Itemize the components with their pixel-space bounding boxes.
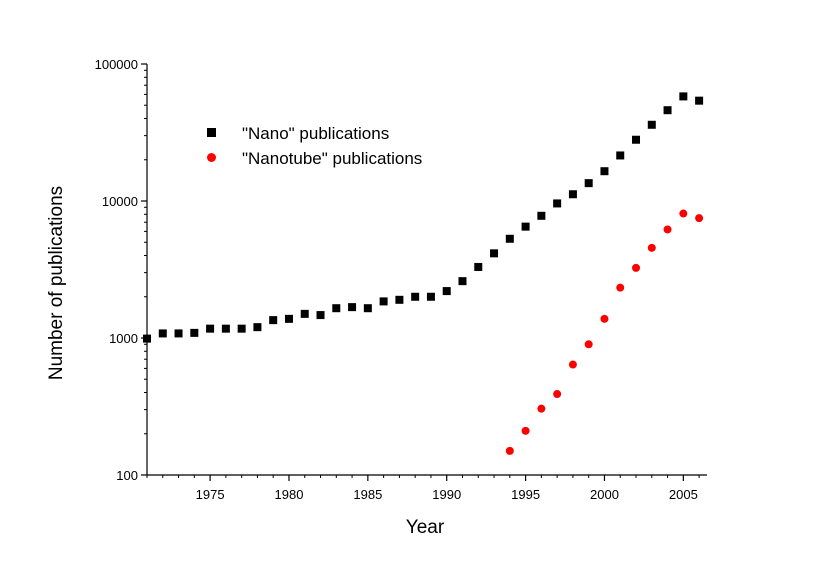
data-point-series-0 [221, 324, 230, 333]
data-point-series-0 [174, 329, 183, 338]
data-point-series-0 [553, 199, 562, 208]
y-tick-label: 10000 [102, 194, 138, 209]
data-point-series-0 [458, 277, 467, 286]
data-point-series-0 [584, 179, 593, 188]
legend-label-nanotube: "Nanotube" publications [242, 149, 422, 168]
data-point-series-0 [679, 92, 688, 101]
data-point-series-0 [379, 297, 388, 306]
data-point-series-0 [206, 324, 215, 333]
x-tick-label: 1975 [196, 487, 225, 502]
data-point-series-0 [537, 211, 546, 220]
legend-marker-nanotube [207, 153, 216, 162]
data-point-series-0 [600, 167, 609, 176]
data-point-series-0 [253, 323, 262, 332]
x-tick-label: 1985 [353, 487, 382, 502]
data-points [143, 92, 704, 455]
data-point-series-0 [269, 316, 278, 325]
data-point-series-1 [600, 314, 609, 323]
axes: 100 1000 10000 100000 1975 1980 1985 1990 1995 2… [95, 57, 707, 502]
data-point-series-0 [316, 311, 325, 320]
x-tick-label: 2005 [669, 487, 698, 502]
data-point-series-1 [568, 360, 577, 369]
data-point-series-0 [442, 287, 451, 296]
x-tick-label: 2000 [590, 487, 619, 502]
x-ticks: 1975 1980 1985 1990 1995 2000 2005 [146, 475, 700, 502]
data-point-series-0 [647, 120, 656, 129]
x-tick-label: 1980 [275, 487, 304, 502]
data-point-series-1 [584, 340, 593, 349]
data-point-series-1 [505, 446, 514, 455]
data-point-series-0 [663, 106, 672, 115]
data-point-series-0 [332, 304, 341, 313]
y-tick-label: 100000 [95, 57, 138, 72]
y-tick-label: 1000 [109, 331, 138, 346]
data-point-series-1 [553, 390, 562, 399]
data-point-series-0 [426, 292, 435, 301]
data-point-series-0 [695, 96, 704, 105]
data-point-series-0 [395, 295, 404, 304]
data-point-series-0 [568, 190, 577, 199]
data-point-series-1 [663, 225, 672, 234]
data-point-series-1 [679, 209, 688, 218]
x-tick-label: 1990 [432, 487, 461, 502]
data-point-series-0 [143, 334, 151, 343]
data-point-series-0 [190, 328, 199, 337]
data-point-series-0 [348, 303, 357, 312]
legend-label-nano: "Nano" publications [242, 124, 389, 143]
data-point-series-1 [695, 214, 704, 223]
legend: "Nano" publications "Nanotube" publicati… [207, 124, 422, 168]
x-axis-title: Year [406, 517, 445, 538]
data-point-series-1 [616, 283, 625, 292]
x-tick-label: 1995 [511, 487, 540, 502]
data-point-series-1 [537, 404, 546, 413]
data-point-series-0 [505, 234, 514, 243]
data-point-series-0 [300, 309, 309, 318]
data-point-series-0 [158, 329, 167, 338]
data-point-series-1 [632, 263, 641, 272]
data-point-series-0 [284, 314, 293, 323]
data-point-series-0 [632, 135, 641, 144]
data-point-series-0 [474, 262, 483, 271]
data-point-series-0 [616, 151, 625, 160]
y-ticks: 100 1000 10000 100000 [95, 57, 147, 483]
data-point-series-0 [237, 324, 246, 333]
y-tick-label: 100 [116, 468, 138, 483]
data-point-series-1 [521, 426, 530, 435]
y-axis-title: Number of publications [46, 186, 67, 380]
data-point-series-1 [647, 243, 656, 252]
data-point-series-0 [521, 222, 530, 231]
data-point-series-0 [411, 292, 420, 301]
legend-marker-nano [207, 128, 216, 137]
data-point-series-0 [363, 304, 372, 313]
data-point-series-0 [490, 249, 499, 258]
